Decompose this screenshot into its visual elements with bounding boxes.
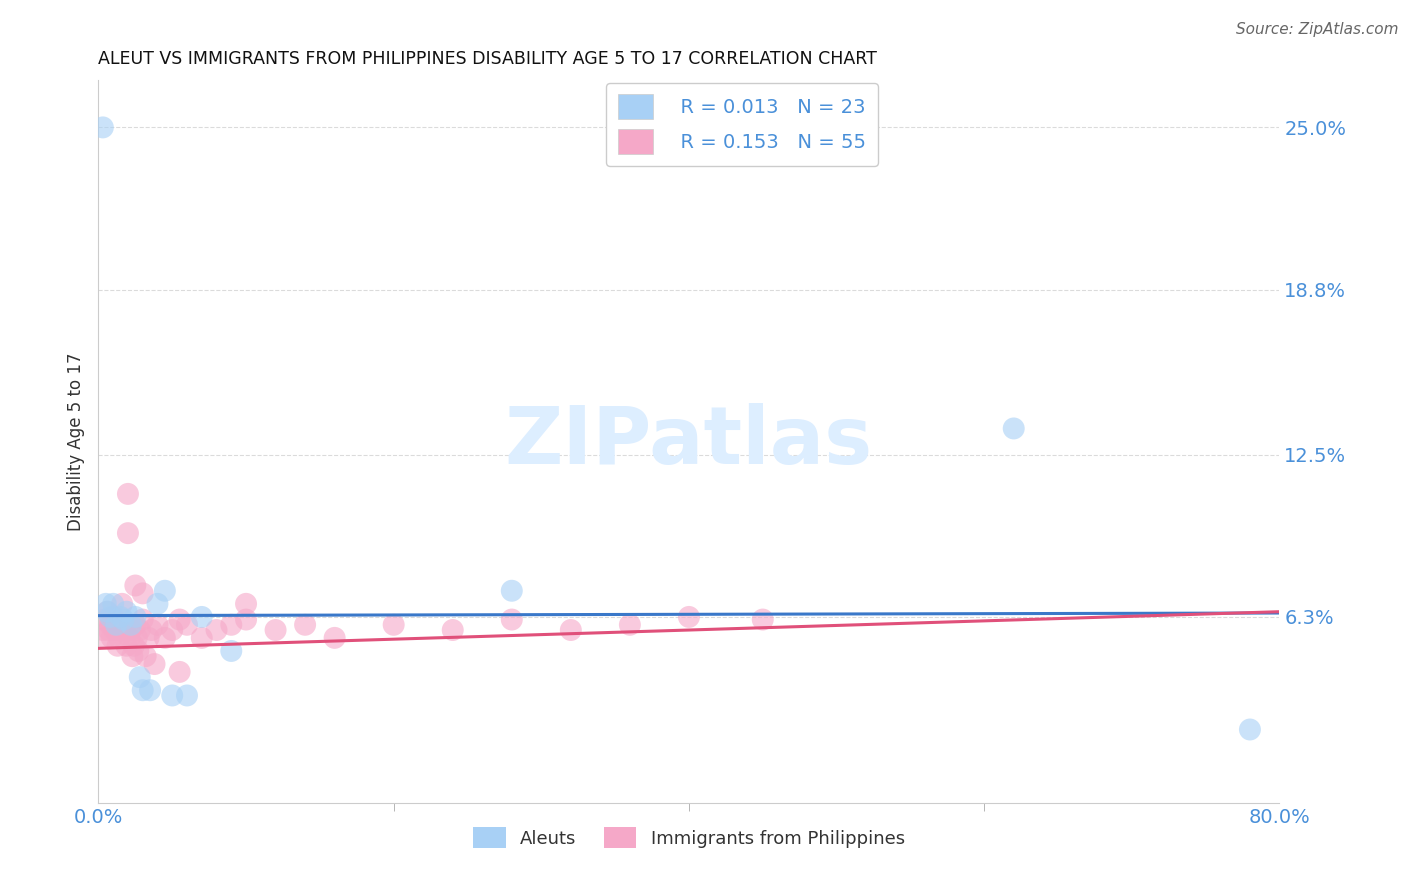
Point xyxy=(132,613,155,627)
Point xyxy=(110,623,132,637)
Point xyxy=(117,526,139,541)
Point xyxy=(97,623,120,637)
Point xyxy=(1002,421,1025,435)
Point xyxy=(125,631,148,645)
Point xyxy=(98,610,121,624)
Point xyxy=(112,617,135,632)
Y-axis label: Disability Age 5 to 17: Disability Age 5 to 17 xyxy=(67,352,86,531)
Point xyxy=(112,613,135,627)
Point xyxy=(105,617,128,632)
Point xyxy=(128,670,150,684)
Point xyxy=(132,683,155,698)
Point xyxy=(441,623,464,637)
Point xyxy=(560,623,582,637)
Point xyxy=(139,683,162,698)
Point xyxy=(111,597,134,611)
Point xyxy=(141,623,163,637)
Point xyxy=(108,631,131,645)
Point xyxy=(124,617,146,632)
Point xyxy=(153,631,176,645)
Point xyxy=(501,613,523,627)
Point xyxy=(128,623,150,637)
Point xyxy=(114,623,136,637)
Point xyxy=(115,639,138,653)
Point xyxy=(118,631,141,645)
Point xyxy=(501,583,523,598)
Point xyxy=(264,623,287,637)
Point xyxy=(122,639,145,653)
Point xyxy=(107,639,129,653)
Point xyxy=(115,605,138,619)
Point xyxy=(127,644,149,658)
Point xyxy=(153,583,176,598)
Point xyxy=(96,605,118,619)
Point xyxy=(191,610,214,624)
Point xyxy=(146,597,169,611)
Point xyxy=(117,487,139,501)
Point xyxy=(93,613,115,627)
Point xyxy=(124,610,146,624)
Point xyxy=(96,605,118,619)
Point xyxy=(169,665,191,679)
Point xyxy=(138,631,160,645)
Point xyxy=(205,623,228,637)
Point xyxy=(103,597,125,611)
Point xyxy=(94,631,117,645)
Point xyxy=(1239,723,1261,737)
Point xyxy=(120,617,142,632)
Point xyxy=(100,631,122,645)
Point xyxy=(104,623,127,637)
Point xyxy=(294,617,316,632)
Point xyxy=(91,120,114,135)
Point xyxy=(132,586,155,600)
Point xyxy=(619,617,641,632)
Point xyxy=(323,631,346,645)
Point xyxy=(98,617,121,632)
Point xyxy=(176,617,198,632)
Point xyxy=(221,644,243,658)
Point xyxy=(103,610,125,624)
Point xyxy=(162,623,183,637)
Point xyxy=(191,631,214,645)
Point xyxy=(382,617,405,632)
Point xyxy=(162,689,183,703)
Point xyxy=(235,597,257,611)
Text: Source: ZipAtlas.com: Source: ZipAtlas.com xyxy=(1236,22,1399,37)
Point xyxy=(143,657,166,671)
Point xyxy=(121,649,143,664)
Point xyxy=(110,610,132,624)
Point xyxy=(135,649,157,664)
Text: ALEUT VS IMMIGRANTS FROM PHILIPPINES DISABILITY AGE 5 TO 17 CORRELATION CHART: ALEUT VS IMMIGRANTS FROM PHILIPPINES DIS… xyxy=(98,50,877,68)
Point xyxy=(678,610,700,624)
Legend: Aleuts, Immigrants from Philippines: Aleuts, Immigrants from Philippines xyxy=(465,820,912,855)
Text: ZIPatlas: ZIPatlas xyxy=(505,402,873,481)
Point xyxy=(94,597,117,611)
Point xyxy=(221,617,243,632)
Point xyxy=(752,613,775,627)
Point xyxy=(105,617,128,632)
Point xyxy=(169,613,191,627)
Point xyxy=(146,617,169,632)
Point xyxy=(176,689,198,703)
Point xyxy=(120,623,142,637)
Point xyxy=(91,623,114,637)
Point xyxy=(124,578,146,592)
Point xyxy=(235,613,257,627)
